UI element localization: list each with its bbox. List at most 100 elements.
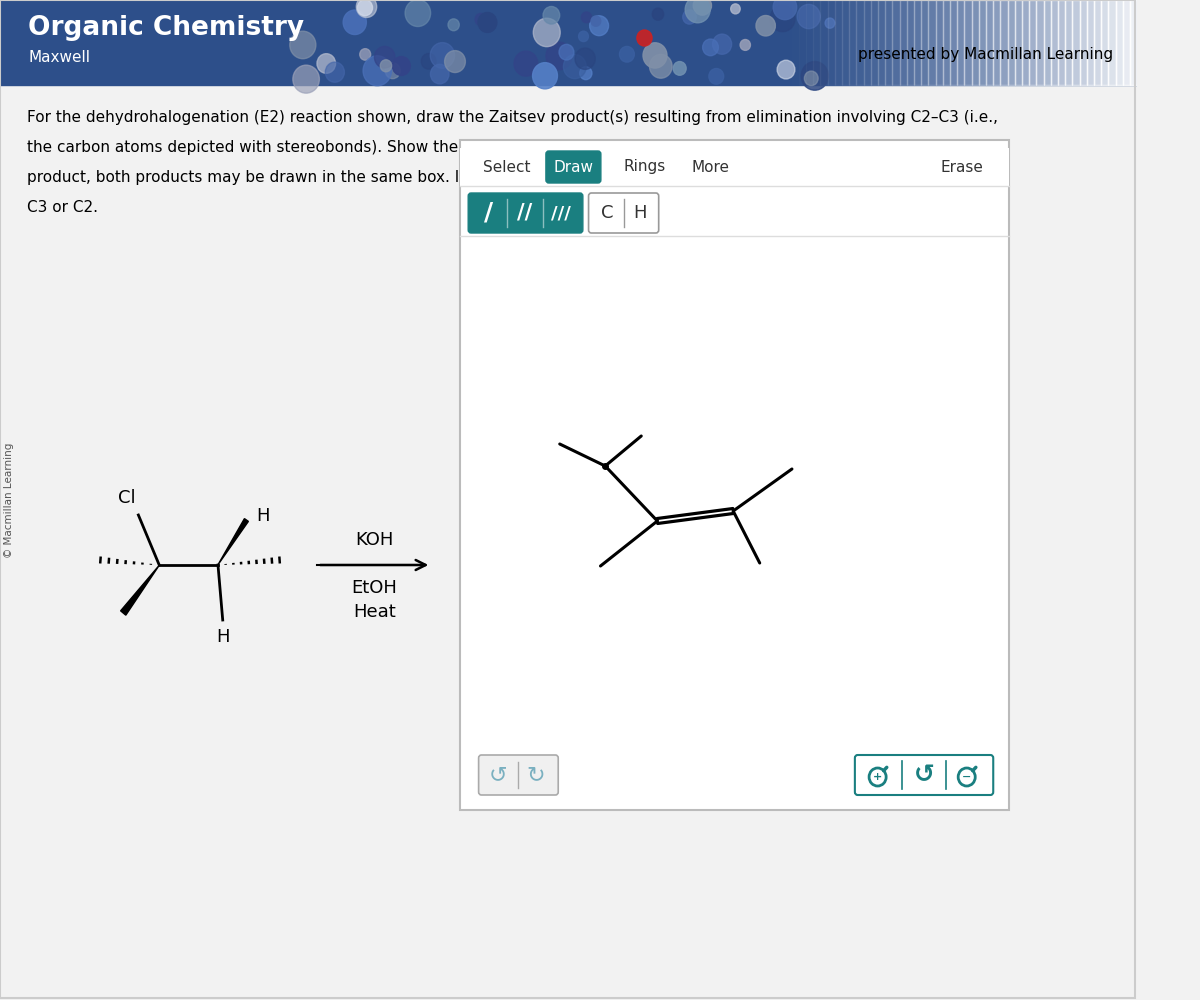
Circle shape [421,54,436,69]
Bar [1087,0,1094,85]
Bar [821,0,828,85]
Circle shape [756,16,775,36]
Text: C: C [601,204,613,222]
Bar [1123,0,1130,85]
Bar [886,0,893,85]
Text: For the dehydrohalogenation (E2) reaction shown, draw the Zaitsev product(s) res: For the dehydrohalogenation (E2) reactio… [26,110,997,125]
Bar [792,0,799,85]
Circle shape [533,63,558,89]
Text: H: H [216,628,229,646]
Polygon shape [218,519,248,565]
Text: ///: /// [551,204,571,222]
Circle shape [685,0,710,23]
Bar [958,0,965,85]
Bar [871,0,878,85]
Bar [1080,0,1087,85]
Bar [936,0,943,85]
Bar [828,0,835,85]
Bar [1022,0,1030,85]
Text: −: − [962,772,971,782]
Text: H: H [632,204,647,222]
Bar [979,0,986,85]
Circle shape [364,56,391,86]
Circle shape [431,64,449,84]
Text: Organic Chemistry: Organic Chemistry [29,15,305,41]
Bar [1094,0,1102,85]
Text: ↺: ↺ [913,763,935,787]
Text: Select: Select [484,159,530,174]
Circle shape [406,0,431,27]
Circle shape [619,46,635,62]
Circle shape [575,48,595,69]
Bar [814,0,821,85]
Bar [806,0,814,85]
Text: ↺: ↺ [490,765,508,785]
Circle shape [317,54,336,73]
Bar [900,0,907,85]
Bar [986,0,994,85]
Bar [972,0,979,85]
Circle shape [804,71,818,86]
Text: Erase: Erase [941,159,984,174]
Bar [1015,0,1022,85]
Text: © Macmillan Learning: © Macmillan Learning [5,442,14,558]
Text: More: More [692,159,730,174]
Circle shape [356,0,377,18]
Text: ↻: ↻ [526,765,545,785]
Bar [1058,0,1066,85]
Text: KOH: KOH [355,531,394,549]
Circle shape [445,51,466,73]
Circle shape [392,57,410,75]
Circle shape [589,16,608,36]
Bar [1109,0,1116,85]
Text: product, both products may be drawn in the same box. Ignore elimination involvin: product, both products may be drawn in t… [26,170,992,185]
FancyBboxPatch shape [546,151,601,183]
Circle shape [559,44,574,60]
Bar [864,0,871,85]
Bar [943,0,950,85]
Bar [1044,0,1051,85]
Text: H: H [757,573,769,588]
FancyBboxPatch shape [479,755,558,795]
Circle shape [360,49,371,60]
Bar [914,0,922,85]
Bar [460,140,1009,810]
Circle shape [773,0,797,20]
Bar [799,0,806,85]
Circle shape [643,43,667,68]
Text: +: + [872,772,882,782]
Circle shape [826,18,835,28]
Bar [929,0,936,85]
Text: Cl: Cl [118,489,136,507]
Bar [1030,0,1037,85]
Bar [907,0,914,85]
Text: presented by Macmillan Learning: presented by Macmillan Learning [858,47,1114,62]
Circle shape [564,55,586,79]
Circle shape [431,43,455,68]
Bar [1037,0,1044,85]
Bar [0,0,1138,85]
Bar [950,0,958,85]
Text: Maxwell: Maxwell [29,50,90,66]
FancyBboxPatch shape [854,755,994,795]
Bar [994,0,1001,85]
Circle shape [673,62,686,75]
Circle shape [683,10,696,24]
Circle shape [514,51,538,76]
Circle shape [385,63,401,79]
Circle shape [797,4,821,29]
Circle shape [544,6,559,24]
Circle shape [448,19,460,31]
Text: H: H [256,507,269,525]
Circle shape [358,0,372,16]
Bar [785,0,792,85]
Circle shape [475,13,487,26]
Circle shape [694,0,712,15]
Circle shape [374,46,395,68]
Circle shape [740,40,750,50]
Bar [1051,0,1058,85]
Bar [857,0,864,85]
Text: Rings: Rings [623,159,666,174]
Circle shape [778,60,794,79]
Circle shape [289,31,316,59]
